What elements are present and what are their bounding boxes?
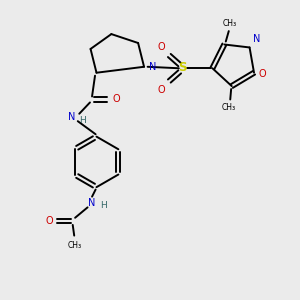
Text: O: O [157, 85, 165, 95]
Text: N: N [88, 198, 96, 208]
Text: O: O [157, 42, 165, 52]
Text: O: O [112, 94, 120, 104]
Text: CH₃: CH₃ [223, 19, 237, 28]
Text: N: N [68, 112, 75, 122]
Text: CH₃: CH₃ [222, 103, 236, 112]
Text: H: H [79, 116, 86, 125]
Text: N: N [149, 62, 157, 72]
Text: O: O [45, 216, 53, 226]
Text: CH₃: CH₃ [67, 241, 81, 250]
Text: O: O [259, 69, 266, 79]
Text: N: N [253, 34, 260, 44]
Text: H: H [100, 201, 107, 210]
Text: S: S [178, 61, 187, 74]
